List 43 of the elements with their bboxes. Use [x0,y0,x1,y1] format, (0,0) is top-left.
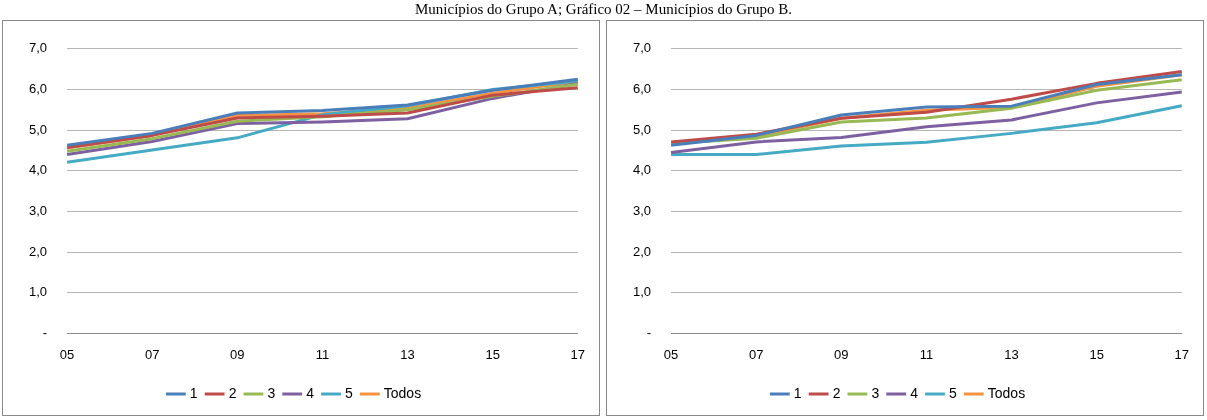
y-tick-label: - [42,324,48,340]
legend-label: 2 [832,384,841,401]
y-tick-label: 3,0 [28,203,48,219]
y-tick-label: 7,0 [632,40,652,56]
x-tick-label: 05 [59,346,75,362]
y-tick-label: 1,0 [28,284,48,300]
legend-label: 4 [306,384,315,401]
y-tick-label: 2,0 [28,243,48,259]
x-tick-label: 11 [315,346,330,362]
legend-label: 4 [910,384,919,401]
y-tick-label: 2,0 [632,243,652,259]
legend-label: 1 [189,384,198,401]
legend-label: 2 [228,384,237,401]
y-tick-label: 4,0 [28,162,48,178]
x-tick-label: 09 [230,346,245,362]
x-tick-label: 17 [1174,346,1189,362]
y-tick-label: 5,0 [28,121,48,137]
legend-label: Todos [383,384,422,401]
y-tick-label: 1,0 [632,284,652,300]
y-tick-label: 4,0 [632,162,652,178]
x-tick-label: 05 [663,346,679,362]
y-tick-label: 5,0 [632,121,652,137]
x-tick-label: 07 [144,346,160,362]
x-tick-label: 13 [400,346,415,362]
text: Municípios do Grupo A; Gráfico 02 – Municípios do Grupo B. [414,1,793,17]
y-tick-label: 3,0 [632,203,652,219]
y-tick-label: 7,0 [28,40,48,56]
y-tick-label: 6,0 [28,81,48,97]
legend-label: 3 [267,384,276,401]
legend-label: Todos [987,384,1026,401]
x-tick-label: 11 [919,346,934,362]
x-tick-label: 15 [1089,346,1104,362]
x-tick-label: 07 [748,346,764,362]
legend-label: 1 [793,384,802,401]
x-tick-label: 15 [485,346,500,362]
legend-label: 3 [871,384,880,401]
x-tick-label: 17 [570,346,585,362]
x-tick-label: 13 [1004,346,1019,362]
x-tick-label: 09 [834,346,849,362]
y-tick-label: 6,0 [632,81,652,97]
legend-label: 5 [345,384,353,401]
y-tick-label: - [646,324,652,340]
legend-label: 5 [949,384,957,401]
